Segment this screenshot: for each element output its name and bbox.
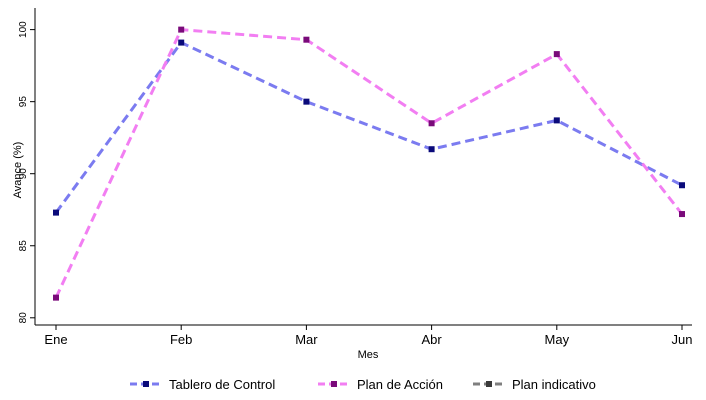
legend: Tablero de Control Plan de Acción Plan ind…: [130, 377, 596, 392]
x-tick-label: Abr: [421, 332, 442, 347]
data-point: [53, 294, 59, 301]
axes: [30, 8, 692, 330]
x-tick-label: Ene: [44, 332, 67, 347]
y-tick-label: 95: [18, 96, 29, 108]
data-point: [553, 51, 560, 58]
data-point: [53, 209, 59, 216]
x-tick-label: May: [545, 332, 570, 347]
legend-item: Plan de Acción: [318, 377, 443, 392]
data-point: [679, 211, 685, 218]
legend-item: Tablero de Control: [130, 377, 275, 392]
series-line-0: [54, 40, 683, 214]
legend-swatch-marker: [331, 381, 337, 387]
series-line-1: [54, 28, 684, 299]
y-tick-label: 90: [18, 168, 29, 180]
data-point: [679, 182, 685, 189]
data-point: [428, 146, 435, 153]
legend-label: Plan de Acción: [357, 377, 443, 392]
x-tick-label: Jun: [672, 332, 693, 347]
series-lines: [54, 28, 684, 299]
data-point: [178, 39, 185, 46]
legend-swatch-marker: [486, 381, 492, 387]
y-tick-label: 100: [18, 21, 29, 38]
data-point: [303, 36, 310, 43]
x-tick-label: Feb: [170, 332, 192, 347]
tick-labels: 80 85 90 95 100 Ene Feb Mar Abr May Jun: [18, 21, 692, 347]
legend-swatch-marker: [143, 381, 149, 387]
legend-label: Plan indicativo: [512, 377, 596, 392]
legend-label: Tablero de Control: [169, 377, 275, 392]
data-point: [553, 117, 560, 124]
x-axis-label: Mes: [358, 349, 379, 361]
y-axis-label: Avance (%): [12, 142, 24, 199]
data-point: [303, 98, 310, 105]
y-tick-label: 80: [18, 312, 29, 324]
legend-item: Plan indicativo: [473, 377, 596, 392]
x-tick-label: Mar: [295, 332, 318, 347]
y-tick-label: 85: [18, 240, 29, 252]
series-markers: [53, 26, 685, 301]
data-point: [178, 26, 185, 33]
data-point: [428, 120, 435, 127]
